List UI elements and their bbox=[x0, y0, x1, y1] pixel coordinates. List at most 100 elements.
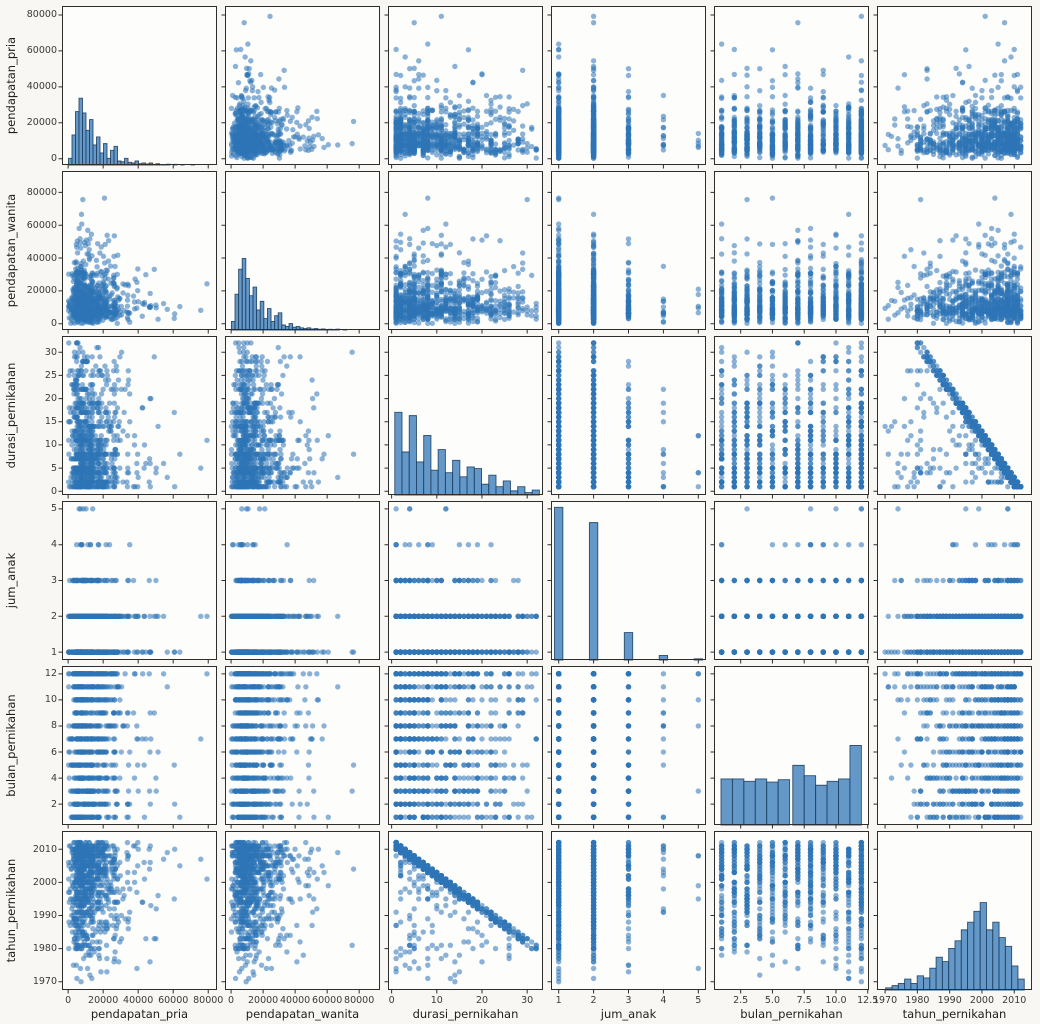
diag-hist-pendapatan_wanita bbox=[225, 171, 380, 330]
y-tick-label: 60000 bbox=[26, 45, 57, 57]
x-tick-label: 20000 bbox=[88, 995, 119, 1006]
x-tick-label: 60000 bbox=[312, 995, 343, 1006]
x-tick-label: 40000 bbox=[123, 995, 154, 1006]
cell-jum_anak-vs-pendapatan_wanita bbox=[225, 501, 380, 660]
y-tick-label: 80000 bbox=[26, 9, 57, 21]
y-tick-label: 60000 bbox=[26, 219, 57, 231]
y-tick-label: 3 bbox=[50, 575, 57, 586]
y-tick-label: 0 bbox=[50, 485, 57, 497]
x-tick-label: 80000 bbox=[344, 995, 375, 1006]
y-tick-label: 4 bbox=[50, 772, 57, 784]
x-tick-label: 80000 bbox=[193, 995, 224, 1006]
y-tick-label: 1990 bbox=[32, 909, 57, 921]
x-tick-label: 4 bbox=[660, 995, 667, 1006]
y-tick-label: 5 bbox=[50, 462, 57, 474]
y-tick-label: 10 bbox=[44, 694, 57, 706]
y-tick-label: 0 bbox=[50, 318, 57, 330]
y-axis-label-bulan_pernikahan: bulan_pernikahan bbox=[3, 694, 18, 797]
x-tick-label: 2.5 bbox=[733, 995, 749, 1006]
x-tick-label: 10 bbox=[430, 995, 443, 1006]
cell-bulan_pernikahan-vs-jum_anak bbox=[551, 666, 706, 825]
x-tick-label: 0 bbox=[388, 995, 395, 1006]
cell-pendapatan_pria-vs-tahun_pernikahan bbox=[877, 6, 1032, 165]
x-axis-label-durasi_pernikahan: durasi_pernikahan bbox=[412, 1007, 519, 1021]
x-axis-label-jum_anak: jum_anak bbox=[600, 1007, 657, 1021]
x-tick-label: 0 bbox=[65, 995, 72, 1006]
y-tick-label: 2010 bbox=[32, 843, 57, 855]
cell-tahun_pernikahan-vs-durasi_pernikahan bbox=[388, 831, 543, 990]
x-tick-label: 3 bbox=[625, 995, 632, 1006]
y-tick-label: 0 bbox=[50, 153, 57, 165]
y-axis-label-durasi_pernikahan: durasi_pernikahan bbox=[3, 362, 18, 469]
diag-hist-tahun_pernikahan bbox=[877, 831, 1032, 990]
y-tick-label: 20 bbox=[44, 393, 57, 405]
cell-jum_anak-vs-tahun_pernikahan bbox=[877, 501, 1032, 660]
diag-hist-jum_anak bbox=[551, 501, 706, 660]
y-tick-label: 4 bbox=[50, 539, 57, 551]
cell-pendapatan_wanita-vs-tahun_pernikahan bbox=[877, 171, 1032, 330]
x-tick-label: 1 bbox=[555, 995, 562, 1006]
y-tick-label: 25 bbox=[44, 369, 57, 381]
y-tick-label: 1 bbox=[50, 646, 57, 658]
diag-hist-durasi_pernikahan bbox=[388, 336, 543, 495]
diag-hist-pendapatan_pria bbox=[62, 6, 217, 165]
y-axis-label-pendapatan_wanita: pendapatan_wanita bbox=[3, 193, 18, 308]
y-tick-label: 80000 bbox=[26, 186, 57, 198]
x-axis-label-tahun_pernikahan: tahun_pernikahan bbox=[902, 1007, 1007, 1021]
cell-durasi_pernikahan-vs-tahun_pernikahan bbox=[877, 336, 1032, 495]
x-tick-label: 10.0 bbox=[825, 995, 847, 1006]
cell-tahun_pernikahan-vs-pendapatan_pria bbox=[62, 831, 217, 990]
cell-jum_anak-vs-durasi_pernikahan bbox=[388, 501, 543, 660]
cell-pendapatan_pria-vs-pendapatan_wanita bbox=[225, 6, 380, 165]
x-tick-label: 20 bbox=[475, 995, 489, 1006]
cell-pendapatan_pria-vs-bulan_pernikahan bbox=[714, 6, 869, 165]
x-tick-label: 1970 bbox=[872, 995, 898, 1006]
cell-bulan_pernikahan-vs-durasi_pernikahan bbox=[388, 666, 543, 825]
y-tick-label: 5 bbox=[50, 503, 57, 515]
cell-durasi_pernikahan-vs-pendapatan_pria bbox=[62, 336, 217, 495]
y-axis-label-tahun_pernikahan: tahun_pernikahan bbox=[3, 858, 18, 963]
x-tick-label: 1990 bbox=[937, 995, 962, 1006]
cell-durasi_pernikahan-vs-pendapatan_wanita bbox=[225, 336, 380, 495]
x-tick-label: 20000 bbox=[247, 995, 279, 1006]
y-tick-label: 20000 bbox=[26, 285, 57, 297]
y-tick-label: 1980 bbox=[32, 943, 57, 955]
cell-bulan_pernikahan-vs-pendapatan_wanita bbox=[225, 666, 380, 825]
x-tick-label: 40000 bbox=[280, 995, 311, 1006]
y-tick-label: 10 bbox=[44, 439, 57, 451]
x-tick-label: 60000 bbox=[158, 995, 189, 1006]
cell-pendapatan_wanita-vs-jum_anak bbox=[551, 171, 706, 330]
x-tick-label: 1980 bbox=[905, 995, 930, 1006]
y-tick-label: 1970 bbox=[32, 976, 57, 988]
x-axis-label-bulan_pernikahan: bulan_pernikahan bbox=[740, 1007, 843, 1021]
y-tick-label: 40000 bbox=[26, 252, 57, 264]
y-tick-label: 2000 bbox=[32, 876, 57, 888]
y-tick-label: 40000 bbox=[26, 81, 57, 93]
y-axis-label-pendapatan_pria: pendapatan_pria bbox=[3, 36, 18, 135]
cell-pendapatan_wanita-vs-bulan_pernikahan bbox=[714, 171, 869, 330]
x-tick-label: 7.5 bbox=[796, 995, 812, 1006]
x-axis-label-pendapatan_wanita: pendapatan_wanita bbox=[245, 1007, 360, 1021]
cell-pendapatan_wanita-vs-pendapatan_pria bbox=[62, 171, 217, 330]
y-tick-label: 8 bbox=[50, 720, 57, 732]
x-tick-label: 2000 bbox=[969, 995, 995, 1006]
cell-durasi_pernikahan-vs-jum_anak bbox=[551, 336, 706, 495]
x-tick-label: 2010 bbox=[1002, 995, 1027, 1006]
cell-pendapatan_pria-vs-durasi_pernikahan bbox=[388, 6, 543, 165]
y-tick-label: 2 bbox=[50, 798, 57, 810]
cell-pendapatan_wanita-vs-durasi_pernikahan bbox=[388, 171, 543, 330]
x-tick-label: 5 bbox=[695, 995, 702, 1006]
cell-tahun_pernikahan-vs-jum_anak bbox=[551, 831, 706, 990]
x-tick-label: 5.0 bbox=[764, 995, 780, 1006]
x-tick-label: 2 bbox=[590, 995, 597, 1006]
x-tick-label: 12.5 bbox=[857, 995, 879, 1006]
x-tick-label: 30 bbox=[521, 995, 534, 1006]
cell-pendapatan_pria-vs-jum_anak bbox=[551, 6, 706, 165]
cell-jum_anak-vs-pendapatan_pria bbox=[62, 501, 217, 660]
cell-durasi_pernikahan-vs-bulan_pernikahan bbox=[714, 336, 869, 495]
y-tick-label: 6 bbox=[50, 746, 57, 758]
cell-bulan_pernikahan-vs-pendapatan_pria bbox=[62, 666, 217, 825]
cell-jum_anak-vs-bulan_pernikahan bbox=[714, 501, 869, 660]
